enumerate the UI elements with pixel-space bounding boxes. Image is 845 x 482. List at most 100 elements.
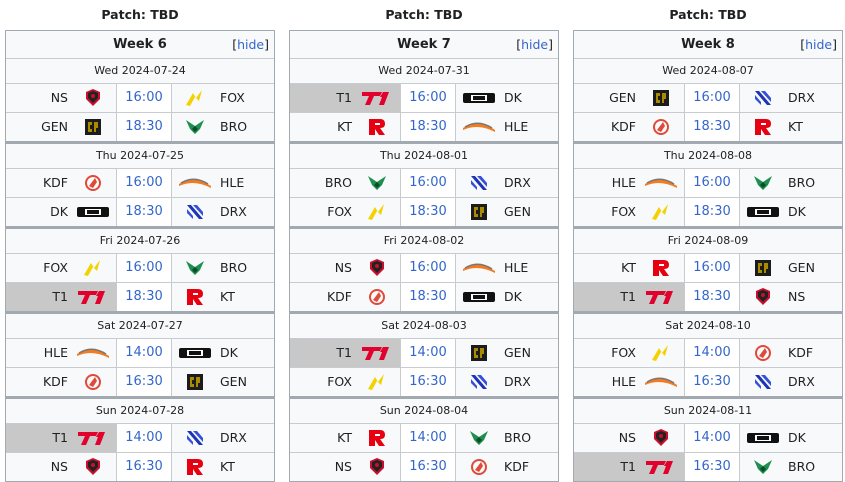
match-time-link[interactable]: 16:00: [116, 169, 172, 197]
team1-name[interactable]: FOX: [327, 374, 352, 389]
dk-logo-icon[interactable]: [746, 202, 780, 222]
kdf-logo-icon[interactable]: [360, 287, 394, 307]
team1-name[interactable]: DK: [50, 204, 68, 219]
kt-logo-icon[interactable]: [360, 428, 394, 448]
team2-name[interactable]: DRX: [220, 204, 247, 219]
hide-link[interactable]: hide: [237, 37, 265, 52]
team1-name[interactable]: T1: [52, 430, 68, 445]
team2-name[interactable]: DK: [504, 289, 522, 304]
team2-name[interactable]: GEN: [504, 204, 531, 219]
match-time-link[interactable]: 14:00: [116, 339, 172, 367]
team1-name[interactable]: T1: [52, 289, 68, 304]
fox-logo-icon[interactable]: [644, 343, 678, 363]
match-time-link[interactable]: 16:00: [400, 84, 456, 112]
match-time-link[interactable]: 14:00: [684, 339, 740, 367]
kt-logo-icon[interactable]: [746, 117, 780, 137]
t1-logo-icon[interactable]: [360, 88, 394, 108]
team2-name[interactable]: DRX: [504, 374, 531, 389]
team1-name[interactable]: FOX: [43, 260, 68, 275]
ns-logo-icon[interactable]: [360, 457, 394, 477]
team2-name[interactable]: KT: [220, 289, 235, 304]
match-time-link[interactable]: 14:00: [400, 339, 456, 367]
match-time-link[interactable]: 16:00: [400, 254, 456, 282]
team1-name[interactable]: FOX: [611, 204, 636, 219]
match-time-link[interactable]: 16:00: [684, 169, 740, 197]
team1-name[interactable]: T1: [620, 459, 636, 474]
team2-name[interactable]: DK: [788, 204, 806, 219]
team2-name[interactable]: DRX: [788, 90, 815, 105]
match-time-link[interactable]: 16:30: [400, 453, 456, 481]
bro-logo-icon[interactable]: [178, 117, 212, 137]
hle-logo-icon[interactable]: [462, 258, 496, 278]
team1-name[interactable]: FOX: [327, 204, 352, 219]
gen-logo-icon[interactable]: [178, 372, 212, 392]
team2-name[interactable]: KDF: [504, 459, 530, 474]
team1-name[interactable]: KDF: [42, 374, 68, 389]
team1-name[interactable]: KDF: [326, 289, 352, 304]
kdf-logo-icon[interactable]: [76, 173, 110, 193]
team2-name[interactable]: FOX: [220, 90, 245, 105]
team2-name[interactable]: DK: [504, 90, 522, 105]
bro-logo-icon[interactable]: [746, 173, 780, 193]
match-time-link[interactable]: 16:00: [684, 84, 740, 112]
match-time-link[interactable]: 14:00: [684, 424, 740, 452]
drx-logo-icon[interactable]: [178, 202, 212, 222]
match-time-link[interactable]: 18:30: [684, 198, 740, 226]
bro-logo-icon[interactable]: [360, 173, 394, 193]
match-time-link[interactable]: 16:30: [116, 453, 172, 481]
match-time-link[interactable]: 18:30: [400, 283, 456, 311]
match-time-link[interactable]: 16:00: [684, 254, 740, 282]
drx-logo-icon[interactable]: [462, 173, 496, 193]
match-time-link[interactable]: 18:30: [116, 113, 172, 141]
team1-name[interactable]: KDF: [42, 175, 68, 190]
team2-name[interactable]: KT: [788, 119, 803, 134]
gen-logo-icon[interactable]: [746, 258, 780, 278]
drx-logo-icon[interactable]: [746, 372, 780, 392]
team1-name[interactable]: NS: [334, 260, 352, 275]
team1-name[interactable]: KT: [337, 119, 352, 134]
hle-logo-icon[interactable]: [76, 343, 110, 363]
fox-logo-icon[interactable]: [178, 88, 212, 108]
kt-logo-icon[interactable]: [178, 287, 212, 307]
kt-logo-icon[interactable]: [178, 457, 212, 477]
match-time-link[interactable]: 14:00: [400, 424, 456, 452]
drx-logo-icon[interactable]: [178, 428, 212, 448]
team2-name[interactable]: DK: [788, 430, 806, 445]
match-time-link[interactable]: 16:30: [684, 368, 740, 396]
match-time-link[interactable]: 18:30: [116, 198, 172, 226]
team2-name[interactable]: DRX: [504, 175, 531, 190]
kdf-logo-icon[interactable]: [462, 457, 496, 477]
hide-link[interactable]: hide: [805, 37, 833, 52]
t1-logo-icon[interactable]: [360, 343, 394, 363]
team1-name[interactable]: T1: [620, 289, 636, 304]
ns-logo-icon[interactable]: [76, 457, 110, 477]
team2-name[interactable]: NS: [788, 289, 806, 304]
team1-name[interactable]: KT: [621, 260, 636, 275]
t1-logo-icon[interactable]: [76, 428, 110, 448]
ns-logo-icon[interactable]: [644, 428, 678, 448]
gen-logo-icon[interactable]: [462, 343, 496, 363]
team1-name[interactable]: GEN: [609, 90, 636, 105]
team1-name[interactable]: HLE: [611, 175, 636, 190]
t1-logo-icon[interactable]: [76, 287, 110, 307]
match-time-link[interactable]: 16:00: [116, 84, 172, 112]
team2-name[interactable]: GEN: [504, 345, 531, 360]
gen-logo-icon[interactable]: [76, 117, 110, 137]
hle-logo-icon[interactable]: [462, 117, 496, 137]
team1-name[interactable]: NS: [334, 459, 352, 474]
kt-logo-icon[interactable]: [644, 258, 678, 278]
team2-name[interactable]: KDF: [788, 345, 814, 360]
team2-name[interactable]: BRO: [220, 260, 248, 275]
bro-logo-icon[interactable]: [178, 258, 212, 278]
hle-logo-icon[interactable]: [178, 173, 212, 193]
team1-name[interactable]: NS: [50, 90, 68, 105]
t1-logo-icon[interactable]: [644, 457, 678, 477]
match-time-link[interactable]: 16:30: [684, 453, 740, 481]
match-time-link[interactable]: 18:30: [400, 198, 456, 226]
dk-logo-icon[interactable]: [746, 428, 780, 448]
team2-name[interactable]: KT: [220, 459, 235, 474]
team2-name[interactable]: HLE: [220, 175, 245, 190]
team1-name[interactable]: KT: [337, 430, 352, 445]
team1-name[interactable]: KDF: [610, 119, 636, 134]
kdf-logo-icon[interactable]: [76, 372, 110, 392]
